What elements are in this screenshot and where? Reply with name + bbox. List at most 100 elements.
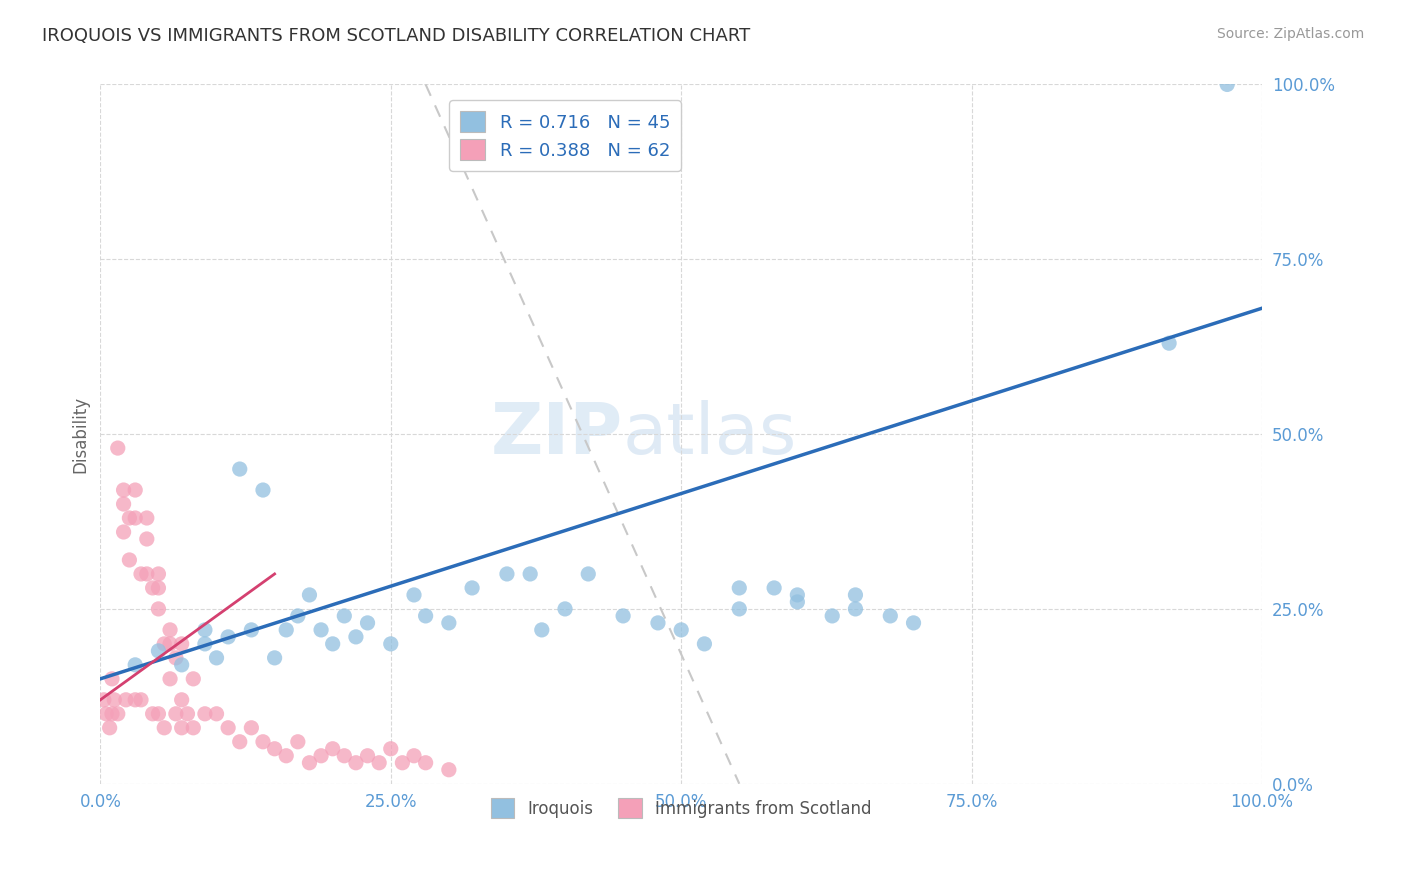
Point [821, 608, 844, 623]
Point [148, 566, 170, 581]
Point [356, 748, 378, 763]
Point [112, 497, 135, 511]
Point [135, 532, 157, 546]
Point [159, 623, 181, 637]
Point [153, 721, 176, 735]
Point [391, 756, 413, 770]
Point [129, 566, 152, 581]
Point [124, 511, 146, 525]
Point [101, 672, 124, 686]
Point [205, 706, 228, 721]
Point [112, 483, 135, 497]
Y-axis label: Disability: Disability [72, 395, 89, 473]
Point [159, 672, 181, 686]
Point [148, 644, 170, 658]
Point [368, 756, 391, 770]
Point [576, 566, 599, 581]
Point [380, 637, 402, 651]
Point [1159, 336, 1181, 351]
Point [124, 693, 146, 707]
Point [170, 693, 193, 707]
Point [96, 706, 118, 721]
Point [309, 748, 332, 763]
Point [153, 637, 176, 651]
Point [217, 721, 239, 735]
Point [309, 623, 332, 637]
Text: atlas: atlas [623, 400, 797, 468]
Point [142, 581, 165, 595]
Point [135, 566, 157, 581]
Point [240, 623, 263, 637]
Point [437, 763, 460, 777]
Point [879, 608, 901, 623]
Point [276, 623, 298, 637]
Point [148, 706, 170, 721]
Point [1216, 78, 1239, 92]
Point [402, 588, 425, 602]
Point [844, 602, 866, 616]
Point [786, 595, 808, 609]
Point [380, 741, 402, 756]
Point [124, 483, 146, 497]
Point [142, 706, 165, 721]
Point [333, 608, 356, 623]
Point [263, 651, 285, 665]
Point [170, 637, 193, 651]
Point [322, 637, 344, 651]
Point [103, 693, 125, 707]
Point [356, 615, 378, 630]
Point [165, 651, 187, 665]
Point [170, 657, 193, 672]
Point [263, 741, 285, 756]
Point [93, 693, 115, 707]
Point [786, 588, 808, 602]
Point [252, 483, 274, 497]
Point [461, 581, 484, 595]
Point [496, 566, 519, 581]
Point [298, 756, 321, 770]
Point [118, 553, 141, 567]
Point [344, 756, 367, 770]
Point [229, 462, 252, 476]
Point [98, 721, 121, 735]
Point [101, 706, 124, 721]
Point [298, 588, 321, 602]
Point [437, 615, 460, 630]
Point [148, 602, 170, 616]
Point [252, 735, 274, 749]
Point [165, 706, 187, 721]
Point [107, 441, 129, 455]
Legend: Iroquois, Immigrants from Scotland: Iroquois, Immigrants from Scotland [484, 792, 879, 824]
Point [287, 608, 309, 623]
Point [530, 623, 553, 637]
Point [647, 615, 669, 630]
Point [415, 756, 437, 770]
Point [118, 511, 141, 525]
Point [287, 735, 309, 749]
Point [669, 623, 692, 637]
Point [181, 721, 204, 735]
Point [194, 623, 217, 637]
Point [129, 693, 152, 707]
Point [554, 602, 576, 616]
Point [181, 672, 204, 686]
Point [903, 615, 925, 630]
Point [176, 706, 198, 721]
Point [170, 721, 193, 735]
Point [333, 748, 356, 763]
Point [205, 651, 228, 665]
Point [217, 630, 239, 644]
Point [344, 630, 367, 644]
Point [159, 637, 181, 651]
Point [194, 706, 217, 721]
Point [728, 602, 751, 616]
Text: Source: ZipAtlas.com: Source: ZipAtlas.com [1216, 27, 1364, 41]
Point [322, 741, 344, 756]
Point [240, 721, 263, 735]
Point [415, 608, 437, 623]
Text: ZIP: ZIP [491, 400, 623, 468]
Point [135, 511, 157, 525]
Point [107, 706, 129, 721]
Point [194, 637, 217, 651]
Point [402, 748, 425, 763]
